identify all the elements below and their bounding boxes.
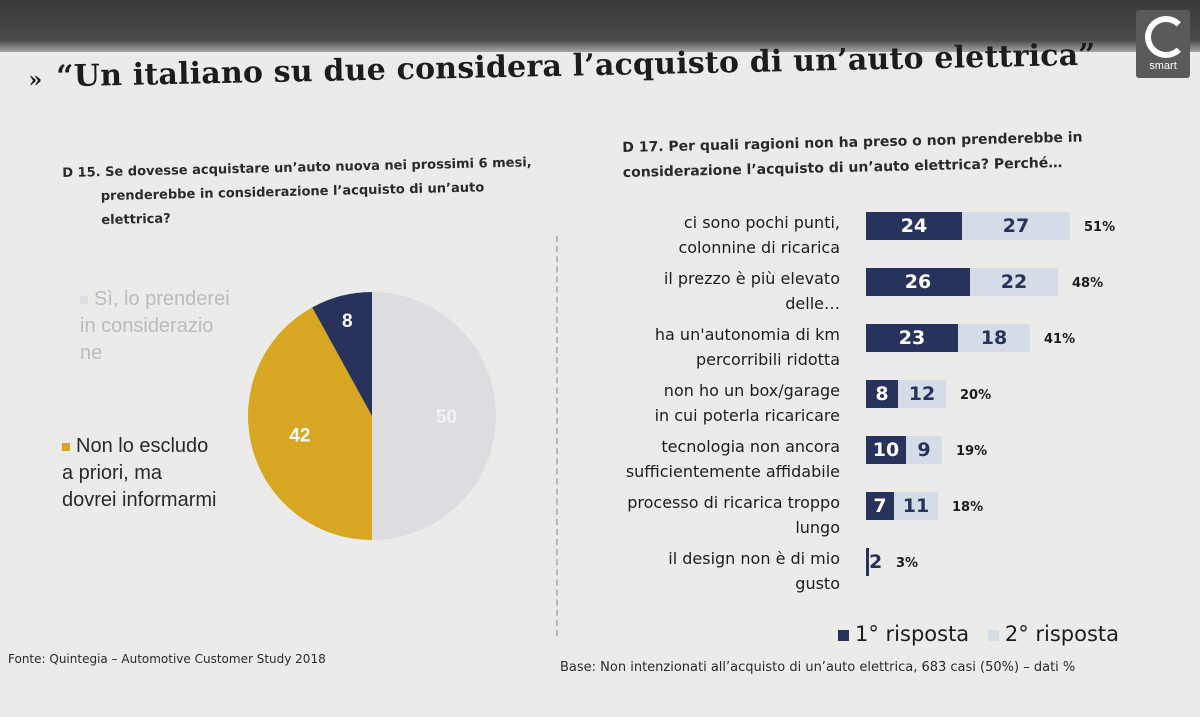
bar-total-4: 19%	[956, 444, 988, 459]
bar-label-6-line-1: gusto	[795, 574, 840, 593]
bar-label-3-line-0: non ho un box/garage	[663, 381, 840, 400]
bar-3-series-1: 12	[898, 380, 946, 408]
source-note: Fonte: Quintegia – Automotive Customer S…	[8, 652, 326, 666]
bar-total-0: 51%	[1084, 220, 1116, 235]
bar-label-4-line-1: sufficientemente affidabile	[625, 462, 840, 481]
bar-0-series-0: 24	[866, 212, 962, 240]
bar-label-0-line-0: ci sono pochi punti,	[683, 213, 840, 232]
pie-legend-si-label: Sì, lo prenderei in considerazio ne	[80, 288, 230, 364]
pie-legend-no-label: Non lo escludo a priori, ma dovrei infor…	[62, 435, 217, 511]
bar-2-series-1: 18	[958, 324, 1030, 352]
legend-first: 1° risposta	[838, 622, 969, 646]
pie-legend-no: Non lo escludo a priori, ma dovrei infor…	[62, 433, 222, 514]
bar-label-5: processo di ricarica troppo lungo	[560, 490, 840, 540]
bar-3-series-0: 8	[866, 380, 898, 408]
bar-0-series-1: 27	[962, 212, 1070, 240]
bar-label-5-line-0: processo di ricarica troppo	[627, 493, 840, 512]
pie-legend-si-swatch	[80, 295, 88, 304]
bar-1-series-0: 26	[866, 268, 970, 296]
bar-chart: ci sono pochi punti, colonnine di ricaric…	[560, 200, 1200, 620]
bar-label-1-line-1: delle…	[785, 294, 840, 313]
bar-5-series-0: 7	[866, 492, 894, 520]
pie-label-2: 8	[342, 311, 353, 332]
bar-label-2-line-0: ha un'autonomia di km	[654, 325, 840, 344]
pie-chart: 50 42 8	[248, 292, 496, 540]
bar-label-0: ci sono pochi punti, colonnine di ricaric…	[560, 210, 840, 260]
bar-label-2-line-1: percorribili ridotta	[695, 350, 840, 369]
bar-label-3-line-1: in cui poterla ricaricare	[654, 406, 840, 425]
bar-label-3: non ho un box/garage in cui poterla ricar…	[560, 378, 840, 428]
legend-second-label: 2° risposta	[1004, 622, 1120, 646]
base-note: Base: Non intenzionati all’acquisto di u…	[560, 660, 1076, 675]
legend-first-swatch	[838, 629, 849, 641]
bar-4-series-0: 10	[866, 436, 906, 464]
bar-label-5-line-1: lungo	[795, 518, 840, 537]
slide	[0, 52, 1200, 717]
bar-total-3: 20%	[960, 388, 992, 403]
pie-slice-2	[312, 292, 372, 416]
bar-label-1: il prezzo è più elevato delle…	[560, 266, 840, 316]
pie-legend-si: Sì, lo prenderei in considerazio ne	[80, 286, 230, 367]
pie-label-1: 42	[289, 426, 310, 447]
pie-label-0: 50	[436, 407, 457, 428]
bar-total-2: 41%	[1044, 332, 1076, 347]
smart-logo: smart	[1136, 10, 1190, 78]
bar-label-4-line-0: tecnologia non ancora	[661, 437, 840, 456]
legend-second: 2° risposta	[987, 622, 1120, 646]
bar-5-series-1: 11	[894, 492, 938, 520]
bar-total-6: 3%	[896, 556, 919, 571]
bar-label-6: il design non è di mio gusto	[560, 546, 840, 596]
bar-total-5: 18%	[952, 500, 984, 515]
bar-label-2: ha un'autonomia di km percorribili ridott…	[560, 322, 840, 372]
bar-4-series-1: 9	[906, 436, 942, 464]
pie-slice-1	[248, 307, 372, 540]
bar-2-series-0: 23	[866, 324, 958, 352]
legend-second-swatch	[987, 629, 999, 641]
pie-slice-0	[372, 292, 496, 540]
bar-legend: 1° risposta 2° risposta	[838, 622, 1131, 646]
bar-label-6-line-0: il design non è di mio	[668, 549, 840, 568]
bar-label-1-line-0: il prezzo è più elevato	[663, 269, 840, 288]
legend-first-label: 1° risposta	[855, 622, 970, 646]
bar-label-0-line-1: colonnine di ricarica	[678, 238, 840, 257]
bar-label-4: tecnologia non ancora sufficientemente af…	[560, 434, 840, 484]
title-marker: »	[28, 66, 43, 93]
bar-6-series-0: 2	[866, 548, 885, 576]
smart-logo-icon	[1145, 16, 1187, 58]
bar-total-1: 48%	[1072, 276, 1104, 291]
smart-logo-text: smart	[1149, 60, 1177, 72]
pie-legend-no-swatch	[62, 442, 70, 451]
column-divider	[556, 236, 558, 636]
bar-1-series-1: 22	[970, 268, 1058, 296]
question-d15: D 15. Se dovesse acquistare un’auto nuov…	[62, 151, 544, 234]
